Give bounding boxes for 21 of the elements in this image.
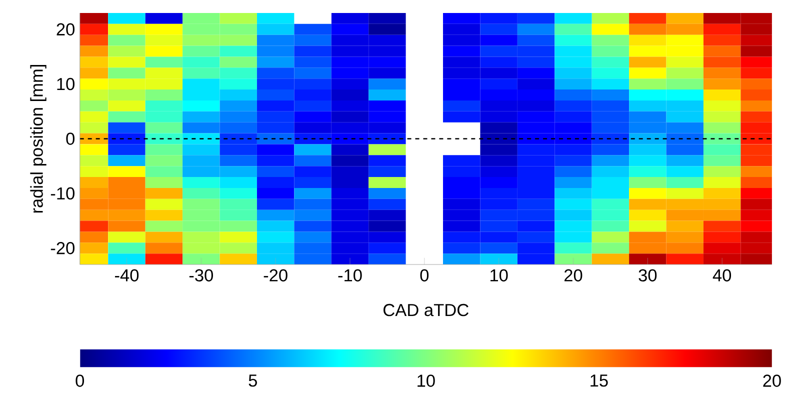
x-tick-label: 0	[420, 269, 429, 282]
x-tick-label: 30	[638, 269, 657, 282]
color-bar-label: 5	[248, 374, 257, 387]
y-tick-label: 0	[66, 132, 74, 145]
y-tick-label: -10	[50, 187, 74, 200]
x-tick-label: -40	[115, 269, 139, 282]
x-axis-title: CAD aTDC	[384, 304, 468, 316]
x-tick-label: 40	[712, 269, 732, 282]
x-tick-label: -20	[264, 269, 288, 282]
y-tick-label: 20	[56, 23, 74, 36]
color-bar-label: 0	[76, 374, 84, 387]
color-bar-label: 10	[418, 374, 435, 387]
x-tick-label: 20	[564, 269, 582, 282]
x-tick-label: -10	[338, 269, 362, 282]
x-tick-label: 10	[490, 269, 508, 282]
y-tick-label: -20	[50, 242, 74, 254]
color-bar-label: 15	[590, 374, 608, 387]
y-axis-title: radial position [mm]	[30, 64, 46, 212]
color-bar-label: 20	[763, 374, 781, 387]
x-tick-label: -30	[189, 269, 213, 282]
y-tick-label: 10	[57, 78, 74, 90]
